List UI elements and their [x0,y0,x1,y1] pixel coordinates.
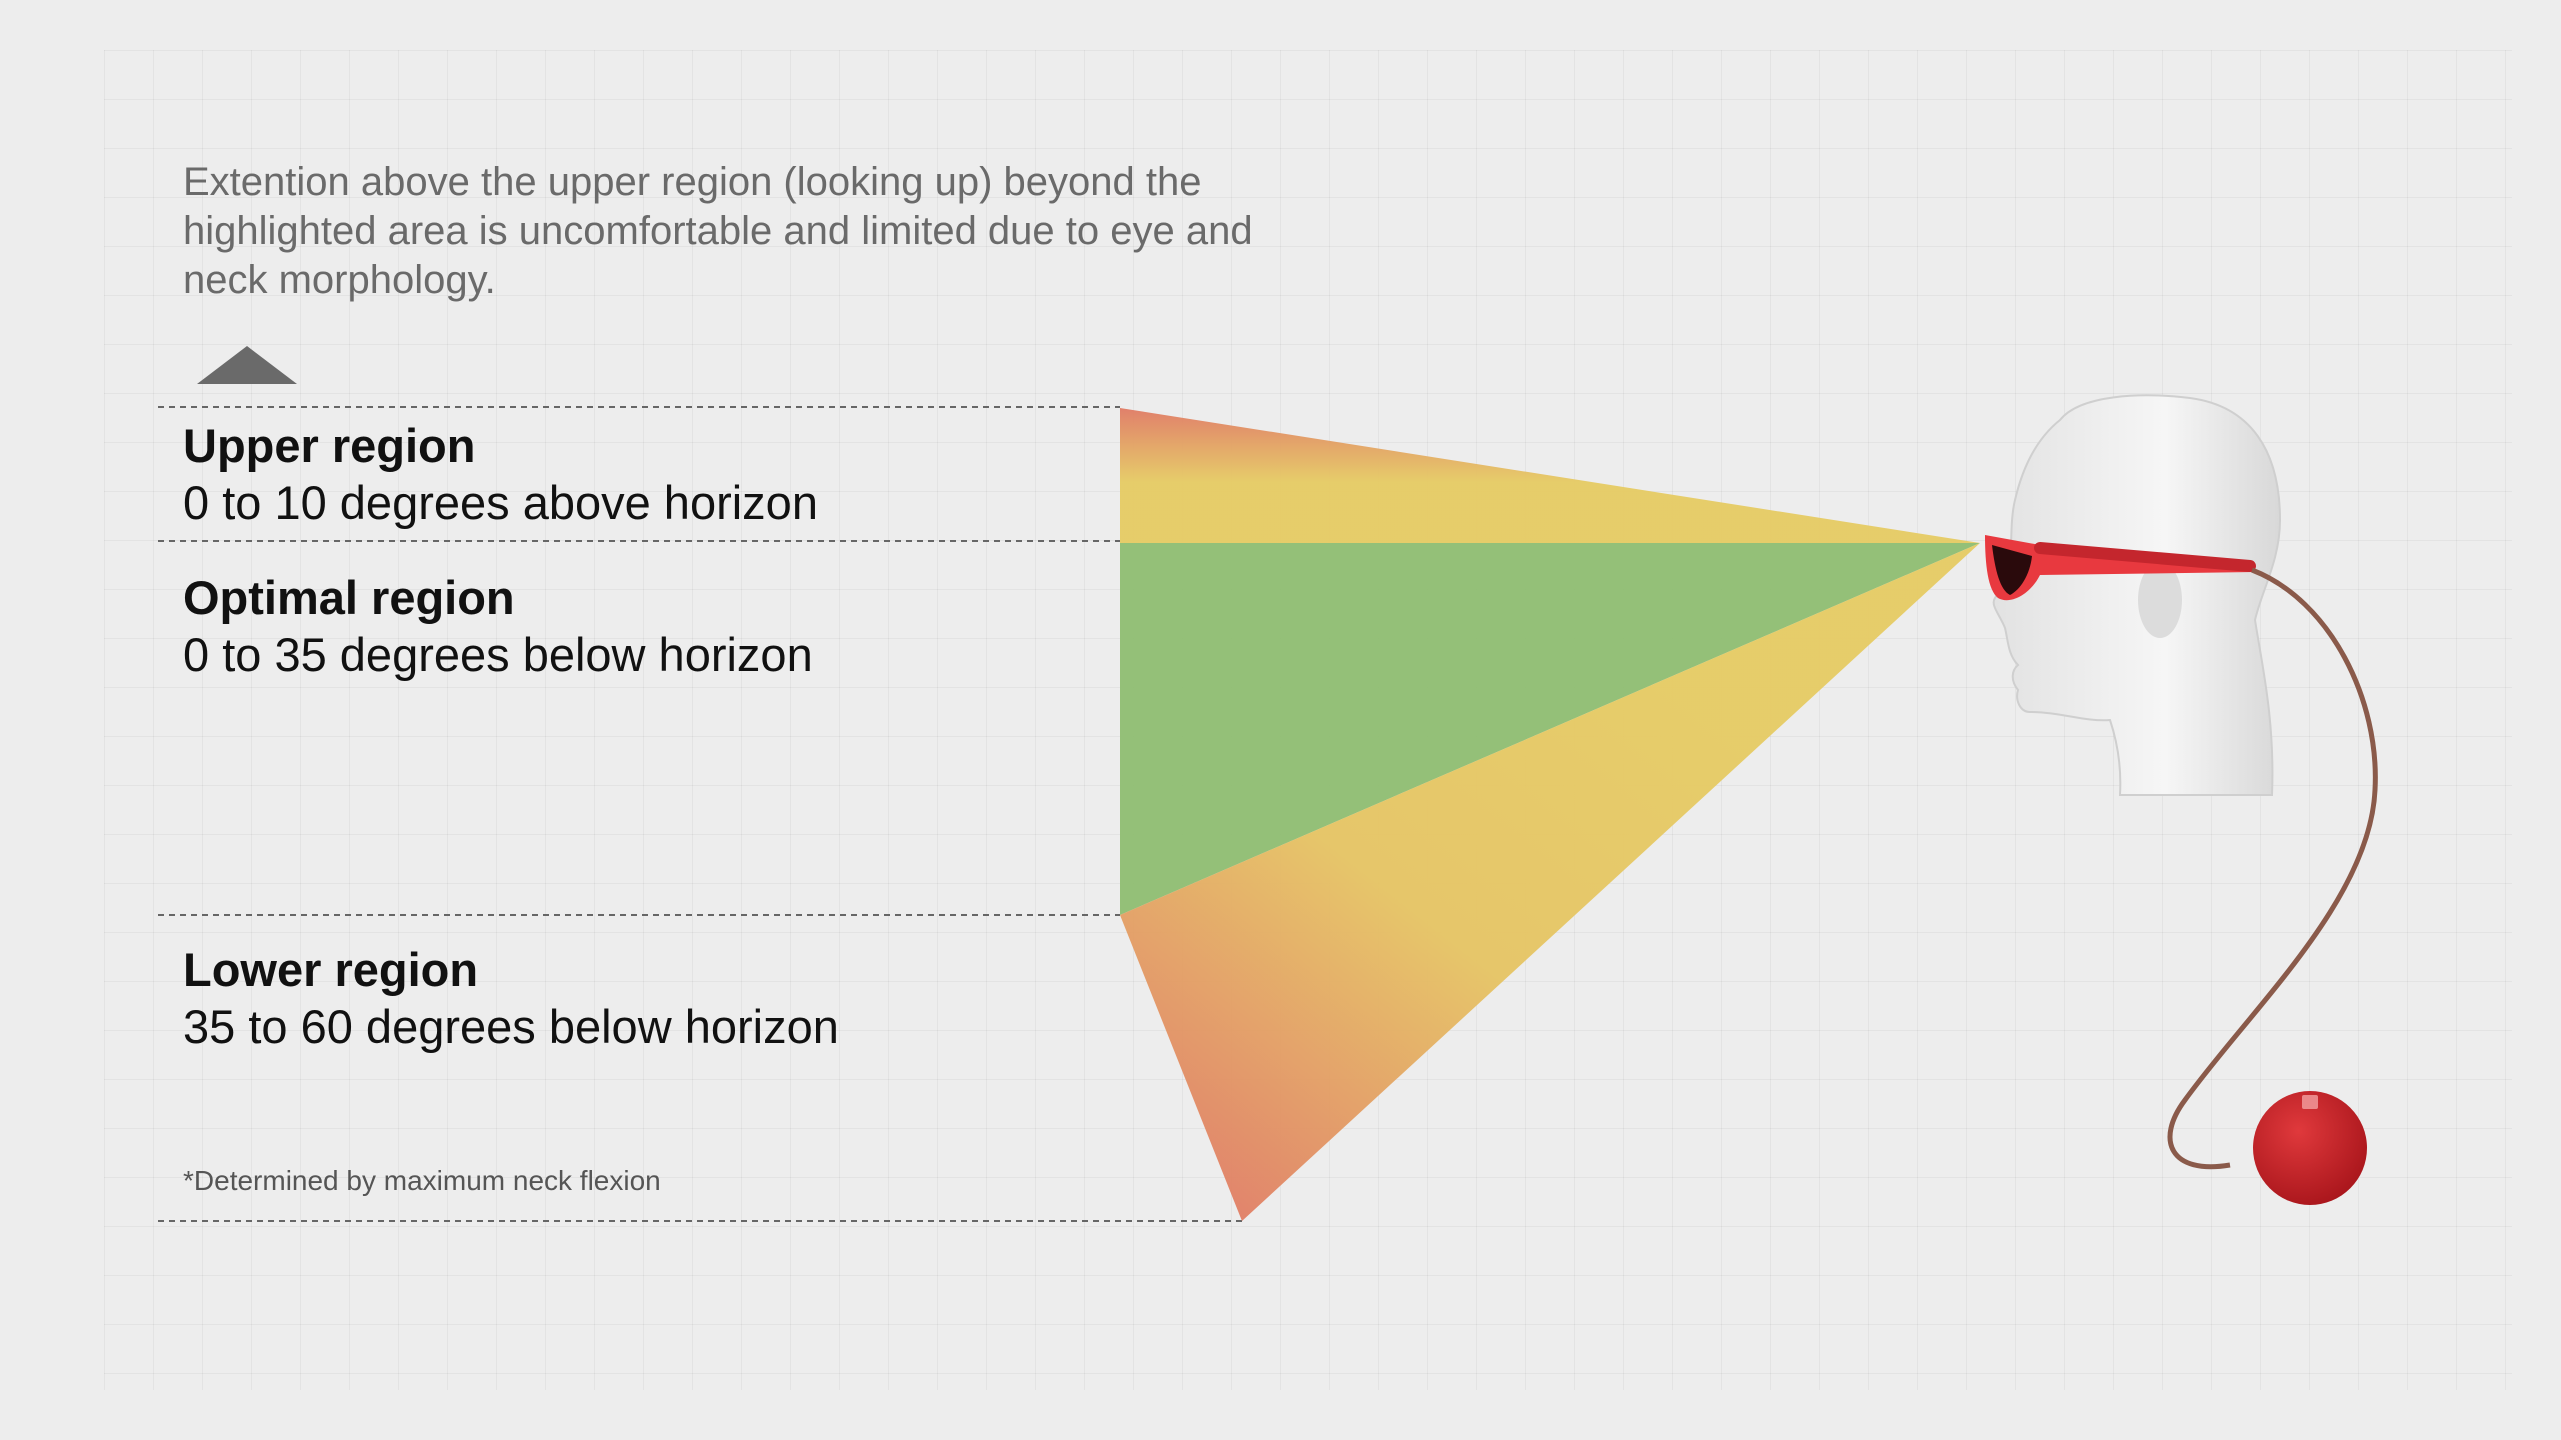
optimal-region-description: 0 to 35 degrees below horizon [183,628,813,681]
lower-region-label: Lower region 35 to 60 degrees below hori… [183,942,839,1056]
smart-glasses-icon [1985,535,2256,601]
upper-region-description: 0 to 10 degrees above horizon [183,476,818,529]
upper-region-wedge [1120,408,1980,543]
device-cable [2167,567,2378,1170]
lower-region-description: 35 to 60 degrees below horizon [183,1000,839,1053]
upper-limit-note: Extention above the upper region (lookin… [183,160,1253,302]
lower-region-wedge [1120,543,1980,1221]
upper-region-title: Upper region [183,419,476,472]
mannequin-head-icon [1992,394,2282,796]
optimal-region-title: Optimal region [183,571,515,624]
lower-region-title: Lower region [183,943,479,996]
optimal-region-label: Optimal region 0 to 35 degrees below hor… [183,570,813,684]
footnote: *Determined by maximum neck flexion [183,1165,661,1196]
upper-region-label: Upper region 0 to 10 degrees above horiz… [183,418,818,532]
up-arrow-icon [197,346,297,384]
red-puck-device-icon [2253,1091,2367,1205]
